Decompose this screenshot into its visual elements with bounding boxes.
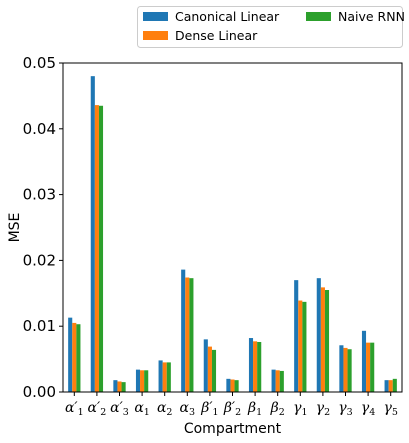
bar-canonical-linear-12 <box>339 345 344 392</box>
bar-canonical-linear-7 <box>226 378 231 392</box>
bar-dense-linear-14 <box>388 380 393 392</box>
x-tick-label: α3 <box>180 400 196 418</box>
x-tick-label: β2 <box>270 400 285 418</box>
x-tick-label: γ3 <box>338 400 352 418</box>
bar-canonical-linear-3 <box>135 369 141 392</box>
x-axis: α′1 α′2 α′3 α1 α2 α3 β′1 β′2 β1 β2 γ1 γ2 γ3 γ4 γ5 <box>65 392 398 418</box>
x-tick-label: β′2 <box>223 400 241 418</box>
bar-canonical-linear-14 <box>384 380 389 392</box>
bar-naive-rnn-12 <box>347 349 352 392</box>
bar-canonical-linear-13 <box>361 330 367 392</box>
bar-canonical-linear-1 <box>90 76 95 392</box>
bar-canonical-linear-0 <box>68 317 73 392</box>
bar-dense-linear-4 <box>162 362 167 392</box>
bar-canonical-linear-9 <box>271 369 276 392</box>
bar-dense-linear-12 <box>343 347 348 392</box>
bar-naive-rnn-8 <box>257 341 262 392</box>
bar-naive-rnn-13 <box>370 342 375 392</box>
x-tick-label: γ1 <box>293 400 307 418</box>
bar-dense-linear-2 <box>117 381 122 392</box>
legend-label-naive-rnn: Naive RNN <box>338 9 405 24</box>
bar-canonical-linear-2 <box>113 380 118 392</box>
x-axis-title: Compartment <box>184 421 282 437</box>
bar-naive-rnn-0 <box>76 324 81 392</box>
bar-naive-rnn-1 <box>98 105 104 393</box>
y-tick-label: 0.04 <box>23 120 56 138</box>
bar-naive-rnn-7 <box>234 380 239 392</box>
x-tick-label: γ5 <box>383 400 397 418</box>
bar-dense-linear-8 <box>253 341 258 392</box>
bar-dense-linear-5 <box>185 277 190 392</box>
bar-naive-rnn-2 <box>121 382 126 392</box>
bar-dense-linear-3 <box>140 370 145 392</box>
bar-dense-linear-11 <box>320 287 325 392</box>
bar-dense-linear-9 <box>275 370 280 392</box>
y-axis: 0.00 0.01 0.02 0.03 0.04 0.05 <box>23 54 63 401</box>
bar-dense-linear-7 <box>230 379 235 392</box>
bar-naive-rnn-9 <box>279 370 284 392</box>
bar-canonical-linear-11 <box>316 278 321 392</box>
legend-label-canonical-linear: Canonical Linear <box>175 9 280 24</box>
plot-frame <box>62 62 403 393</box>
x-tick-label: β1 <box>247 400 262 418</box>
legend-swatch-dense-linear <box>143 31 168 40</box>
bar-naive-rnn-11 <box>324 290 330 392</box>
bar-canonical-linear-8 <box>248 338 254 392</box>
bar-naive-rnn-5 <box>189 278 194 392</box>
x-tick-label: γ2 <box>316 400 330 418</box>
x-tick-label: α′1 <box>65 400 84 418</box>
bars <box>68 76 397 393</box>
x-tick-label: α′3 <box>110 400 129 418</box>
y-tick-label: 0.02 <box>23 251 56 269</box>
x-tick-label: α1 <box>134 400 150 418</box>
bar-canonical-linear-10 <box>294 280 299 392</box>
legend-label-dense-linear: Dense Linear <box>175 28 258 43</box>
y-tick-label: 0.00 <box>23 383 56 401</box>
bar-dense-linear-0 <box>72 322 77 392</box>
bar-naive-rnn-4 <box>166 362 171 392</box>
bar-naive-rnn-6 <box>211 349 217 392</box>
legend: Canonical Linear Dense Linear Naive RNN <box>137 6 405 48</box>
bar-canonical-linear-6 <box>203 339 208 392</box>
y-tick-label: 0.03 <box>23 186 56 204</box>
bar-canonical-linear-5 <box>181 269 186 392</box>
x-tick-label: α2 <box>157 400 173 418</box>
bar-naive-rnn-14 <box>392 378 397 392</box>
bar-dense-linear-10 <box>298 300 303 392</box>
bar-dense-linear-1 <box>94 105 99 393</box>
y-axis-title: MSE <box>7 213 23 243</box>
bar-dense-linear-13 <box>366 342 371 392</box>
x-tick-label: α′2 <box>88 400 107 418</box>
legend-swatch-naive-rnn <box>306 12 331 21</box>
legend-swatch-canonical-linear <box>143 12 168 21</box>
legend-box <box>137 6 403 48</box>
x-tick-label: β′1 <box>200 400 218 418</box>
bar-naive-rnn-3 <box>144 370 149 392</box>
bar-canonical-linear-4 <box>158 360 163 392</box>
bar-naive-rnn-10 <box>302 301 307 392</box>
x-tick-label: γ4 <box>361 400 375 418</box>
bar-dense-linear-6 <box>207 346 212 392</box>
y-tick-label: 0.01 <box>23 317 56 335</box>
y-tick-label: 0.05 <box>23 54 56 72</box>
